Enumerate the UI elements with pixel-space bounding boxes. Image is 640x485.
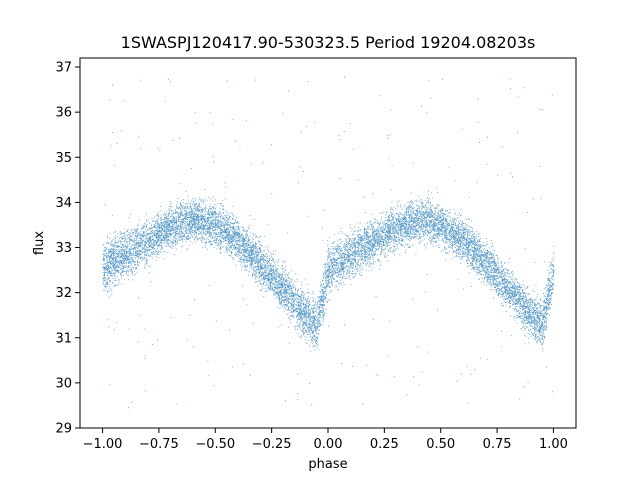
y-tick-label: 32 <box>55 286 72 301</box>
x-tick-label: −0.75 <box>139 437 179 452</box>
y-tick-label: 35 <box>55 151 72 166</box>
x-axis-ticks: −1.00 −0.75 −0.50 −0.25 0.00 0.25 0.50 0.75 1.00 <box>83 428 568 452</box>
chart-title: 1SWASPJ120417.90-530323.5 Period 19204.0… <box>121 33 536 52</box>
x-tick-label: 0.25 <box>370 437 399 452</box>
x-tick-label: −0.50 <box>195 437 235 452</box>
x-tick-label: 1.00 <box>539 437 568 452</box>
x-tick-label: 0.00 <box>314 437 343 452</box>
y-tick-label: 29 <box>55 422 72 437</box>
y-tick-label: 34 <box>55 196 72 211</box>
y-tick-label: 30 <box>55 376 72 391</box>
x-tick-label: 0.50 <box>426 437 455 452</box>
y-tick-label: 33 <box>55 241 72 256</box>
y-axis-ticks: 29 30 31 32 33 34 35 36 37 <box>55 61 80 437</box>
x-axis-label: phase <box>308 457 347 472</box>
y-tick-label: 37 <box>55 61 72 76</box>
y-tick-label: 31 <box>55 331 72 346</box>
x-tick-label: −1.00 <box>83 437 123 452</box>
y-axis-label: flux <box>32 231 47 255</box>
x-tick-label: 0.75 <box>483 437 512 452</box>
y-tick-label: 36 <box>55 106 72 121</box>
x-tick-label: −0.25 <box>252 437 292 452</box>
